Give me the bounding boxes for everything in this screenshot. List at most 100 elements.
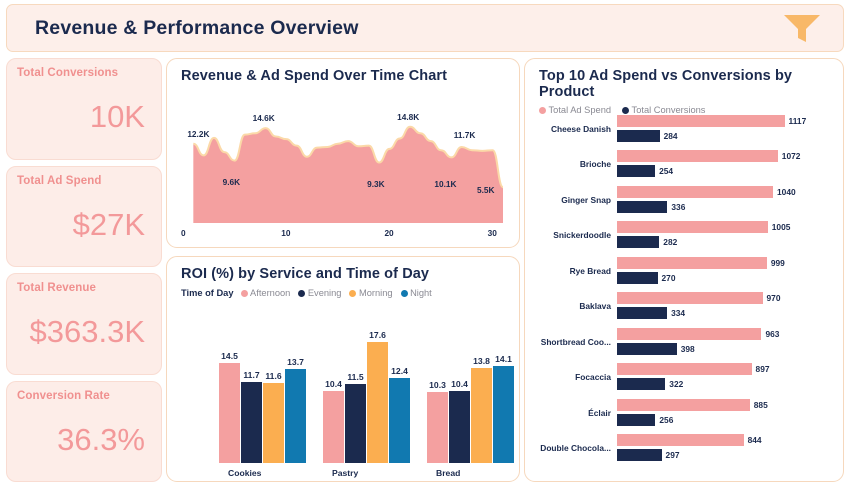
- product-bar-conversions[interactable]: 336: [617, 200, 685, 213]
- kpi-column: Total Conversions 10K Total Ad Spend $27…: [6, 58, 162, 482]
- funnel-filter-icon[interactable]: [779, 11, 825, 45]
- product-bar-ad-spend[interactable]: 999: [617, 256, 785, 269]
- roi-chart-card[interactable]: ROI (%) by Service and Time of Day Time …: [166, 256, 520, 482]
- product-bars: 1040 336: [617, 185, 841, 215]
- area-point-label: 10.1K: [434, 179, 457, 190]
- product-bar-ad-spend[interactable]: 885: [617, 398, 768, 411]
- product-row[interactable]: Ginger Snap 1040 336: [525, 182, 841, 218]
- roi-bar-fill: [263, 383, 284, 463]
- roi-bar-cookies-night[interactable]: 13.7: [285, 357, 306, 463]
- product-bar-conversions[interactable]: 297: [617, 449, 680, 462]
- roi-bar-fill: [367, 341, 388, 463]
- area-chart-card[interactable]: Revenue & Ad Spend Over Time Chart 12.2K…: [166, 58, 520, 248]
- roi-bar-bread-morning[interactable]: 13.8: [471, 356, 492, 463]
- product-bar-ad-spend[interactable]: 970: [617, 292, 780, 305]
- roi-bar-pastry-night[interactable]: 12.4: [389, 366, 410, 463]
- product-name-label: Ginger Snap: [561, 194, 611, 205]
- product-chart-legend: Total Ad Spend Total Conversions: [525, 100, 843, 115]
- product-row[interactable]: Rye Bread 999 270: [525, 253, 841, 289]
- product-bar-ad-spend[interactable]: 963: [617, 327, 779, 340]
- product-bar-conversions[interactable]: 254: [617, 165, 673, 178]
- roi-chart-legend: Time of Day Afternoon Evening Morning Night: [167, 282, 519, 298]
- roi-legend-item-afternoon[interactable]: Afternoon: [240, 288, 291, 298]
- legend-dot-icon: [539, 106, 546, 114]
- kpi-card-conversion-rate[interactable]: Conversion Rate 36.3%: [6, 380, 162, 482]
- product-bar-value-label: 885: [753, 399, 768, 410]
- product-bar-value-label: 256: [659, 414, 674, 425]
- product-row[interactable]: Baklava 970 334: [525, 289, 841, 325]
- kpi-label: Total Revenue: [17, 282, 97, 294]
- product-row[interactable]: Double Chocola... 844 297: [525, 431, 841, 467]
- product-row[interactable]: Snickerdoodle 1005 282: [525, 218, 841, 254]
- product-chart-rows: Cheese Danish 1117 284 Brioche 1072 254 Ginger…: [525, 111, 843, 477]
- kpi-card-total-revenue[interactable]: Total Revenue $363.3K: [6, 273, 162, 375]
- roi-bar-value-label: 10.4: [451, 379, 468, 390]
- product-bar-value-label: 297: [665, 450, 680, 461]
- roi-bar-value-label: 10.4: [325, 379, 342, 390]
- product-bar-value-label: 970: [766, 293, 781, 304]
- product-chart-card[interactable]: Top 10 Ad Spend vs Conversions by Produc…: [524, 58, 844, 482]
- product-bar-conversions[interactable]: 398: [617, 342, 695, 355]
- product-bar-ad-spend[interactable]: 1040: [617, 185, 796, 198]
- product-legend-label: Total Conversions: [631, 105, 706, 115]
- product-bars: 1005 282: [617, 220, 841, 250]
- kpi-value: $27K: [72, 206, 145, 242]
- roi-legend-label: Afternoon: [250, 288, 291, 298]
- product-bars: 897 322: [617, 362, 841, 392]
- product-row[interactable]: Brioche 1072 254: [525, 147, 841, 183]
- product-legend-item-total-conversions[interactable]: Total Conversions: [622, 105, 705, 115]
- product-bar-conversions[interactable]: 256: [617, 413, 673, 426]
- product-name-label: Baklava: [579, 301, 611, 312]
- roi-bar-bread-afternoon[interactable]: 10.3: [427, 380, 448, 463]
- product-bar-ad-spend[interactable]: 1005: [617, 221, 790, 234]
- roi-bar-pastry-afternoon[interactable]: 10.4: [323, 379, 344, 463]
- product-bar-conversions[interactable]: 270: [617, 271, 675, 284]
- product-row[interactable]: Cheese Danish 1117 284: [525, 111, 841, 147]
- product-bars: 844 297: [617, 433, 841, 463]
- product-row[interactable]: Focaccia 897 322: [525, 360, 841, 396]
- product-bars: 999 270: [617, 256, 841, 286]
- product-bar-ad-spend[interactable]: 844: [617, 434, 762, 447]
- roi-legend-item-morning[interactable]: Morning: [349, 288, 393, 298]
- product-bar-value-label: 254: [659, 166, 674, 177]
- roi-bar-pastry-evening[interactable]: 11.5: [345, 372, 366, 463]
- roi-bar-pastry-morning[interactable]: 17.6: [367, 330, 388, 463]
- roi-bar-value-label: 13.8: [473, 355, 490, 366]
- roi-bar-value-label: 13.7: [287, 356, 304, 367]
- product-bar-conversions[interactable]: 334: [617, 307, 685, 320]
- roi-bar-cookies-afternoon[interactable]: 14.5: [219, 351, 240, 463]
- area-chart-plot: 12.2K 9.6K 14.6K 9.3K 14.8K 10.1K 11.7K 5.5K 0 10…: [167, 85, 521, 247]
- product-bar-conversions[interactable]: 284: [617, 129, 678, 142]
- product-name-label: Brioche: [579, 159, 611, 170]
- roi-bar-value-label: 11.6: [265, 371, 282, 382]
- product-bar-value-label: 282: [663, 237, 678, 248]
- product-name-label: Snickerdoodle: [553, 230, 611, 241]
- kpi-card-total-ad-spend[interactable]: Total Ad Spend $27K: [6, 165, 162, 267]
- roi-bar-bread-evening[interactable]: 10.4: [449, 379, 470, 463]
- roi-bar-cookies-morning[interactable]: 11.6: [263, 371, 284, 463]
- legend-dot-icon: [240, 289, 248, 297]
- roi-bar-fill: [427, 392, 448, 463]
- roi-bar-group-bread: 10.3 10.4 13.8 14.1: [427, 354, 514, 463]
- area-point-label: 14.6K: [252, 113, 275, 124]
- product-bar-ad-spend[interactable]: 1072: [617, 150, 800, 163]
- roi-bar-cookies-evening[interactable]: 11.7: [241, 370, 262, 463]
- roi-bar-fill: [219, 363, 240, 463]
- roi-legend-item-night[interactable]: Night: [400, 288, 432, 298]
- product-bars: 885 256: [617, 398, 841, 428]
- product-row[interactable]: Shortbread Coo... 963 398: [525, 324, 841, 360]
- roi-legend-item-evening[interactable]: Evening: [298, 288, 341, 298]
- roi-bar-value-label: 10.3: [429, 380, 446, 391]
- product-row[interactable]: Éclair 885 256: [525, 395, 841, 431]
- roi-bar-bread-night[interactable]: 14.1: [493, 354, 514, 463]
- kpi-card-total-conversions[interactable]: Total Conversions 10K: [6, 58, 162, 160]
- area-point-label: 5.5K: [477, 185, 495, 196]
- product-legend-item-total-ad-spend[interactable]: Total Ad Spend: [539, 105, 611, 115]
- product-name-label: Double Chocola...: [540, 443, 611, 454]
- product-bar-conversions[interactable]: 282: [617, 236, 677, 249]
- product-legend-label: Total Ad Spend: [548, 105, 612, 115]
- product-bar-conversions[interactable]: 322: [617, 378, 683, 391]
- product-bar-ad-spend[interactable]: 1117: [617, 114, 806, 127]
- product-bar-ad-spend[interactable]: 897: [617, 363, 770, 376]
